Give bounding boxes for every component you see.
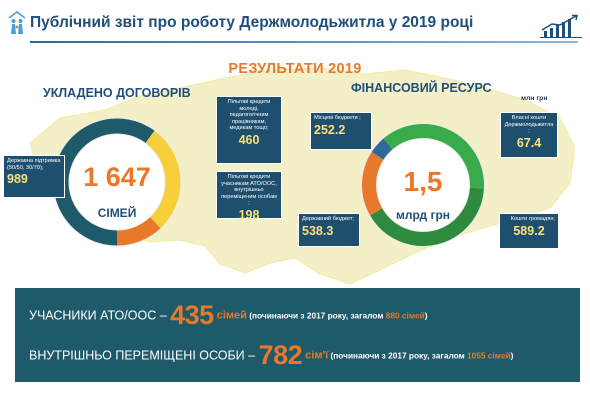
ato-summary-line: УЧАСНИКИ АТО/ООС – 435 сімей (починаючи … xyxy=(29,300,427,331)
own-funds-box: Власні кошти Держмолодьжитла ; 67.4 xyxy=(500,112,558,158)
finance-donut-chart xyxy=(361,123,485,247)
ato-summary-total: 880 сімей xyxy=(385,310,425,321)
contracts-donut-slice-3 xyxy=(116,217,161,246)
idp-summary-number: 782 xyxy=(258,340,303,370)
youth-credits-value: 460 xyxy=(238,132,260,147)
ato-summary-unit: сімей xyxy=(213,309,247,322)
family-logo-icon xyxy=(8,11,26,34)
state-support-box: Державна підтримка (50/50, 30/70); 989 xyxy=(3,155,65,198)
finance-donut-slice-2 xyxy=(371,138,393,160)
idp-summary-note: (починаючи з 2017 року, загалом xyxy=(328,350,468,361)
growth-chart-icon xyxy=(540,14,582,38)
finance-total: 1,5 xyxy=(403,166,443,197)
state-budget-value: 538.3 xyxy=(302,223,334,238)
contracts-total-unit: СІМЕЙ xyxy=(97,206,137,220)
contracts-title: УКЛАДЕНО ДОГОВОРІВ xyxy=(43,86,191,100)
idp-summary-label: ВНУТРІШНЬО ПЕРЕМІЩЕНІ ОСОБИ – xyxy=(29,348,259,363)
contracts-donut-chart xyxy=(52,117,182,247)
ato-credits-label: Пільгові кредити учасникам АТО/ООС, внут… xyxy=(221,174,277,207)
header-divider xyxy=(30,41,578,43)
idp-summary-total: 1055 сімей xyxy=(467,350,511,361)
idp-summary-unit: сім'ї xyxy=(302,349,329,362)
state-support-value: 989 xyxy=(7,172,28,187)
ato-summary-note-end: ) xyxy=(424,310,428,321)
own-funds-value: 67.4 xyxy=(516,135,542,150)
local-budget-box: Місцеві бюджети ; 252.2 xyxy=(310,112,372,150)
finance-donut-slice-3 xyxy=(383,124,484,189)
finance-title: ФІНАНСОВИЙ РЕСУРС xyxy=(351,81,492,95)
local-budget-value: 252.2 xyxy=(314,122,346,137)
contracts-total: 1 647 xyxy=(83,162,151,192)
finance-unit: млн грн xyxy=(521,95,548,102)
ato-summary-label: УЧАСНИКИ АТО/ООС – xyxy=(29,308,171,323)
finance-donut-slice-1 xyxy=(362,152,384,216)
youth-credits-label: Пільгові кредити молоді, педагогогічним … xyxy=(227,99,271,132)
ato-credits-box: Пільгові кредити учасникам АТО/ООС, внут… xyxy=(216,171,282,222)
contracts-donut-slice-2 xyxy=(145,130,181,229)
state-budget-box: Державний бюджет; 538.3 xyxy=(298,213,360,247)
state-support-label: Державна підтримка (50/50, 30/70); xyxy=(7,158,61,171)
finance-total-unit: млрд грн xyxy=(395,208,451,222)
ato-summary-number: 435 xyxy=(170,300,214,330)
idp-summary-note-end: ) xyxy=(510,350,514,361)
citizens-funds-box: Кошти громадян; 589.2 xyxy=(499,213,559,249)
header: Публічний звіт про роботу Держмолодьжитл… xyxy=(0,0,590,44)
results-title: РЕЗУЛЬТАТИ 2019 xyxy=(228,61,362,77)
local-budget-label: Місцеві бюджети ; xyxy=(314,115,361,121)
page-title: Публічний звіт про роботу Держмолодьжитл… xyxy=(30,14,474,31)
finance-donut-slice-4 xyxy=(370,187,484,246)
citizens-funds-label: Кошти громадян; xyxy=(510,216,555,222)
youth-credits-box: Пільгові кредити молоді, педагогогічним … xyxy=(216,96,282,164)
state-budget-label: Державний бюджет; xyxy=(302,216,355,222)
idp-summary-line: ВНУТРІШНЬО ПЕРЕМІЩЕНІ ОСОБИ – 782 сім'ї … xyxy=(29,340,513,371)
ato-credits-value: 198 xyxy=(238,207,260,222)
citizens-funds-value: 589.2 xyxy=(513,223,545,238)
ato-summary-note: (починаючи з 2017 року, загалом xyxy=(246,310,386,321)
own-funds-label: Власні кошти Держмолодьжитла ; xyxy=(504,115,554,135)
bottom-summary-panel: УЧАСНИКИ АТО/ООС – 435 сімей (починаючи … xyxy=(15,288,580,382)
